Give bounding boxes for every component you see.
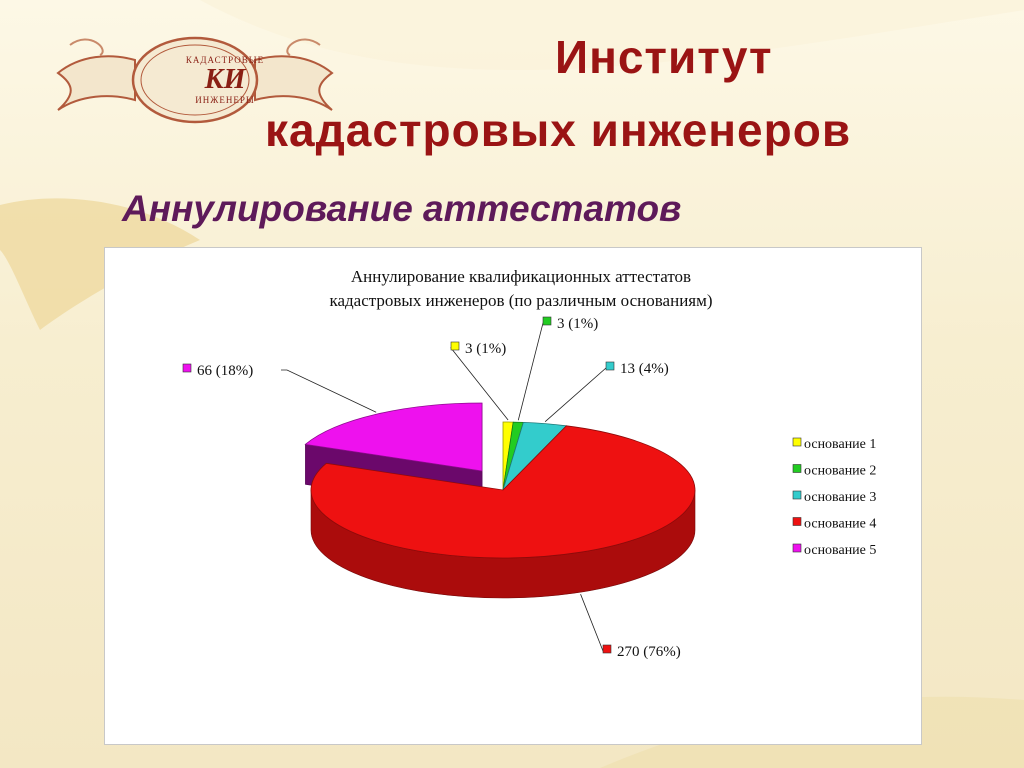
logo-top-text: КАДАСТРОВЫЕ — [185, 55, 265, 65]
page-subtitle: Аннулирование аттестатов — [122, 188, 682, 229]
leader-line — [544, 367, 612, 422]
legend-swatch — [792, 437, 802, 447]
page-title-line2: кадастровых инженеров — [265, 104, 852, 156]
data-label: 3 (1%) — [465, 341, 506, 357]
data-label-key — [450, 341, 460, 351]
chart-title-line1: Аннулирование квалификационных аттестато… — [351, 267, 691, 286]
leader-line — [281, 369, 377, 413]
logo-monogram: КИ — [204, 64, 246, 95]
slice-основание-5 — [304, 402, 483, 472]
leader-line — [517, 322, 549, 421]
data-label-key — [605, 361, 615, 371]
logo-ribbon — [56, 36, 334, 124]
data-label: 270 (76%) — [617, 644, 681, 660]
legend-swatch — [792, 464, 802, 473]
page-title-line1: Институт — [555, 31, 773, 83]
legend-entry: основание 5 — [804, 543, 876, 558]
legend-entry: основание 2 — [804, 464, 876, 479]
chart-title-line2: кадастровых инженеров (по различным осно… — [329, 291, 712, 310]
legend-swatch — [792, 517, 802, 526]
logo: КАДАСТРОВЫЕ КИ ИНЖЕНЕРЫ — [50, 25, 340, 125]
data-label-key — [182, 363, 192, 373]
legend-swatch — [792, 490, 802, 500]
legend-entry: основание 4 — [804, 517, 876, 532]
legend-entry: основание 3 — [804, 490, 876, 505]
legend-entry: основание 1 — [804, 437, 876, 452]
legend: основание 1 основание 2 основание 3 основан… — [792, 437, 876, 558]
leader-line — [580, 594, 609, 652]
slice-основание-4 — [310, 425, 696, 559]
legend-swatch — [792, 543, 802, 553]
logo-bottom-text: ИНЖЕНЕРЫ — [195, 95, 255, 105]
data-label-key — [542, 316, 552, 326]
data-label-key — [602, 644, 612, 654]
data-label: 3 (1%) — [557, 316, 598, 332]
pie-chart: Аннулирование квалификационных аттестато… — [182, 267, 876, 660]
data-label: 13 (4%) — [620, 361, 669, 377]
chart-area: Аннулирование квалификационных аттестато… — [104, 247, 922, 745]
data-label: 66 (18%) — [197, 363, 253, 379]
